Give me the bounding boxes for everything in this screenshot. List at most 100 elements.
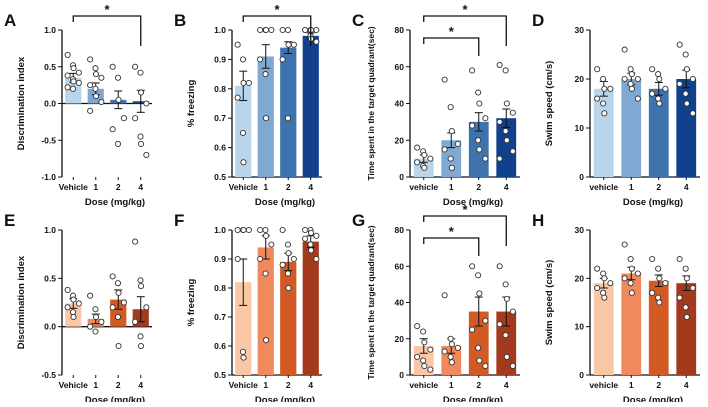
data-point [114, 74, 122, 81]
data-point [268, 241, 275, 248]
x-tick-label: 4 [308, 182, 313, 192]
data-point [662, 85, 669, 92]
data-point [143, 151, 150, 158]
panel-letter: F [174, 211, 184, 230]
y-tick-label: 20 [395, 334, 405, 344]
data-point [421, 339, 428, 346]
data-point [628, 289, 635, 296]
data-point [115, 289, 122, 296]
data-point [475, 89, 482, 96]
data-point [257, 226, 264, 234]
y-tick-label: 0.5 [214, 172, 226, 182]
y-tick-label: 30 [575, 225, 585, 235]
data-point [279, 261, 286, 268]
data-point [496, 321, 503, 328]
y-tick-label: 1.0 [214, 25, 226, 35]
data-point [627, 255, 634, 263]
data-point [656, 75, 663, 83]
x-tick-label: 4 [138, 380, 143, 390]
data-point [285, 284, 292, 292]
x-axis-label: Dose (mg/kg) [255, 197, 315, 208]
significance-label: * [449, 224, 455, 239]
y-tick-label: 80 [395, 25, 405, 35]
x-axis-label: Dose (mg/kg) [255, 395, 315, 402]
data-point [649, 255, 656, 263]
data-point [114, 313, 122, 321]
data-point [655, 71, 662, 78]
y-tick-label: 0.5 [44, 273, 56, 283]
data-point [600, 270, 607, 277]
significance-bracket [423, 37, 480, 56]
panel-C: C 0 20 40 60 80 Time spent in the target quadr… [352, 2, 520, 208]
data-point [475, 137, 482, 144]
x-tick-label: 2 [116, 380, 121, 390]
data-point [689, 110, 696, 117]
panel-letter: H [532, 211, 544, 230]
data-point [649, 289, 656, 296]
data-point [302, 26, 309, 34]
data-point [649, 90, 656, 97]
x-tick-label: vehicle [589, 380, 618, 390]
data-point [420, 357, 427, 364]
y-tick-label: 0.7 [214, 312, 226, 322]
y-axis-label: % freezing [186, 80, 197, 128]
data-point [87, 107, 94, 114]
y-tick-label: 0 [399, 370, 404, 380]
significance-bracket [423, 15, 507, 46]
y-tick-label: 30 [575, 25, 585, 35]
data-point [262, 270, 269, 277]
data-point [290, 41, 297, 48]
data-point [137, 342, 145, 350]
data-point [285, 250, 292, 257]
bar [302, 241, 319, 375]
data-point [627, 280, 634, 287]
data-point [656, 299, 663, 306]
data-point [64, 72, 71, 79]
data-point [502, 332, 509, 339]
data-point [448, 359, 455, 366]
y-tick-label: 0.5 [214, 370, 226, 380]
bar [496, 118, 517, 177]
data-point [234, 226, 241, 234]
bar [496, 311, 517, 375]
y-axis-label: Swim speed (cm/s) [544, 61, 555, 147]
data-point [448, 164, 455, 171]
x-tick-label: vehicle [409, 380, 438, 390]
panel-D: D 0 10 20 30 Swim speed (cm/s) vehicle 1 2 4Dose … [532, 11, 700, 208]
data-point [98, 98, 105, 106]
data-point [448, 128, 455, 135]
data-point [109, 304, 116, 311]
data-point [75, 69, 82, 76]
data-point [279, 26, 286, 34]
significance-label: * [104, 2, 110, 17]
x-tick-label: 1 [263, 182, 268, 192]
data-point [137, 140, 145, 147]
x-tick-label: 2 [656, 182, 661, 192]
panel-letter: B [174, 11, 186, 30]
bar [648, 88, 669, 177]
data-point [502, 67, 509, 74]
data-point [245, 226, 252, 234]
y-tick-label: 80 [395, 225, 405, 235]
data-point [313, 38, 320, 45]
data-point [109, 126, 116, 133]
data-point [634, 75, 641, 83]
data-point [137, 133, 144, 140]
bar [676, 283, 697, 375]
data-point [476, 100, 483, 107]
data-point [262, 226, 269, 234]
data-point [502, 281, 509, 288]
data-point [302, 226, 309, 234]
significance-label: * [274, 2, 280, 17]
data-point [441, 292, 448, 299]
y-tick-label: 0.6 [214, 143, 226, 153]
data-point [683, 100, 690, 107]
x-tick-label: 1 [449, 182, 454, 192]
panel-B: B 0.5 0.6 0.7 0.8 0.9 1.0 % freezing Vehicle 1 2 4 D… [174, 2, 322, 208]
x-tick-label: 2 [476, 182, 481, 192]
x-tick-label: 1 [629, 380, 634, 390]
panel-letter: C [352, 11, 364, 30]
data-point [476, 290, 483, 297]
panel-letter: G [352, 211, 365, 230]
data-point [600, 75, 607, 83]
